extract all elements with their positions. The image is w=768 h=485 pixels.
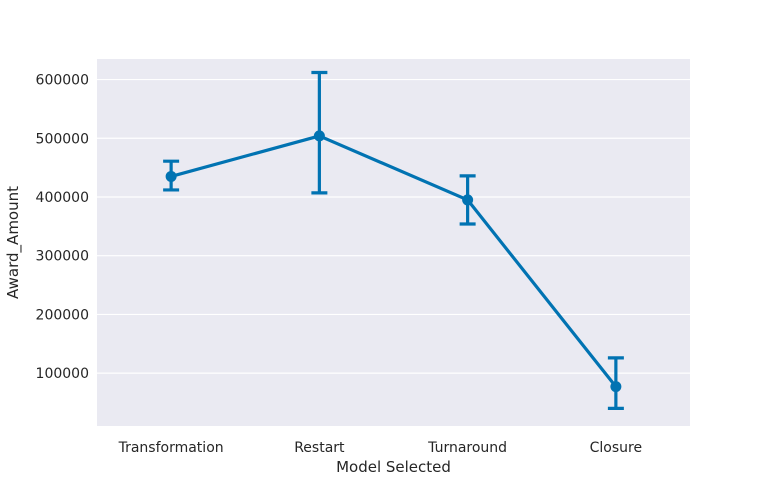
x-tick-label: Turnaround bbox=[427, 440, 507, 456]
series-line bbox=[170, 134, 618, 388]
grid-lines bbox=[97, 78, 690, 374]
y-axis-label: Award_Amount bbox=[4, 186, 23, 299]
x-axis-label: Model Selected bbox=[336, 458, 451, 476]
x-tick-labels: Transformation Restart Turnaround Closure bbox=[118, 440, 643, 456]
y-tick-label: 100000 bbox=[36, 366, 89, 382]
x-tick-label: Restart bbox=[294, 440, 345, 456]
plot-area bbox=[97, 59, 690, 426]
series bbox=[163, 70, 624, 410]
y-tick-label: 300000 bbox=[36, 249, 89, 265]
x-tick-label: Closure bbox=[590, 440, 642, 456]
y-tick-label: 500000 bbox=[36, 131, 89, 147]
y-tick-label: 200000 bbox=[36, 307, 89, 323]
y-tick-label: 400000 bbox=[36, 190, 89, 206]
data-point bbox=[462, 194, 474, 206]
y-tick-label: 600000 bbox=[36, 73, 89, 89]
data-point bbox=[610, 381, 622, 393]
data-point bbox=[313, 130, 325, 142]
x-tick-label: Transformation bbox=[118, 440, 224, 456]
data-point bbox=[165, 170, 177, 182]
y-tick-labels: 100000 200000 300000 400000 500000 600000 bbox=[36, 73, 89, 383]
